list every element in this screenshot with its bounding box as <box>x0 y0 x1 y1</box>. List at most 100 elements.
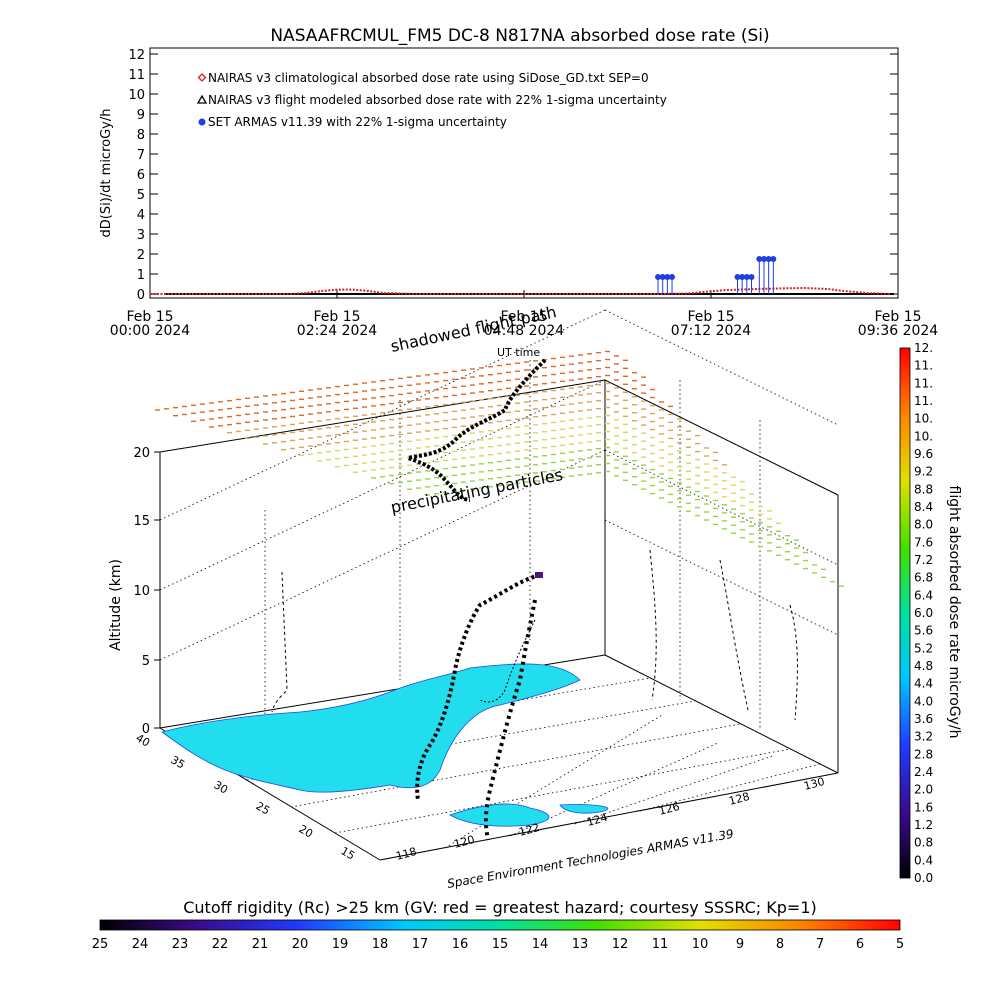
altitude-3d-view: 0 5 10 15 20 Altitude (km) 40 35 30 25 2… <box>108 302 844 891</box>
dose-tick-label: 4.4 <box>914 677 933 691</box>
rigidity-tick-label: 24 <box>132 937 149 952</box>
rigidity-tick-label: 14 <box>532 937 549 952</box>
dose-colorbar: 0.0 0.4 0.8 1.2 1.6 2.0 2.4 2.8 3.2 3.6 4.0 4.4 4.8 5… <box>899 341 962 885</box>
y-tick-label: 12 <box>128 48 145 63</box>
rigidity-tick-label: 13 <box>572 937 589 952</box>
rigidity-tick-label: 8 <box>776 937 784 952</box>
dose-dash-row <box>389 454 808 554</box>
z-tick: 20 <box>133 446 160 461</box>
dose-tick-label: 6.0 <box>914 606 933 620</box>
z-tick-label: 15 <box>133 514 150 529</box>
rigidity-tick-label: 19 <box>332 937 349 952</box>
rigidity-tick-label: 9 <box>736 937 744 952</box>
rigidity-tick-label: 12 <box>612 937 629 952</box>
dose-tick-label: 7.6 <box>914 535 933 549</box>
chart-title: NASAAFRCMUL_FM5 DC-8 N817NA absorbed dos… <box>270 26 769 46</box>
plot-series <box>150 256 894 295</box>
latitude-axis: 40 35 30 25 20 15 <box>134 731 358 862</box>
lon-tick-label: 126 <box>657 800 681 818</box>
rigidity-tick-label: 17 <box>412 937 429 952</box>
dose-dash-row <box>191 366 655 423</box>
rigidity-colorbar-fill <box>99 919 901 931</box>
dose-tick-label: 5.6 <box>914 624 933 638</box>
right-wall-shadow <box>649 549 798 721</box>
flight-descent <box>415 573 541 801</box>
dose-dash-row <box>299 414 745 483</box>
z-tick-label: 10 <box>133 584 150 599</box>
y-tick-label: 4 <box>137 208 145 223</box>
dose-tick-label: 6.4 <box>914 588 933 602</box>
annotation-precipitating-particles: precipitating particles <box>389 465 564 517</box>
longitude-axis: 118 120 122 124 126 128 130 <box>394 775 826 863</box>
dose-tick-label: 8.8 <box>914 482 933 496</box>
lon-tick-label: 130 <box>802 775 826 793</box>
legend: NAIRAS v3 climatological absorbed dose r… <box>196 71 667 129</box>
altitude-axis: 0 5 10 15 20 Altitude (km) <box>108 446 160 737</box>
dose-dash-row <box>407 462 826 571</box>
dose-tick-label: 9.2 <box>914 465 933 479</box>
left-wall-shadow <box>271 571 288 713</box>
z-tick: 10 <box>133 584 160 599</box>
lat-tick-label: 40 <box>134 731 153 749</box>
y-tick-label: 6 <box>137 168 145 183</box>
y-tick-label: 8 <box>137 128 145 143</box>
dose-dash-row <box>281 406 727 466</box>
lat-tick-label: 25 <box>254 799 273 817</box>
armas-point <box>739 274 746 294</box>
dose-colorbar-ticks: 0.0 0.4 0.8 1.2 1.6 2.0 2.4 2.8 3.2 3.6 4.0 4.4 4.8 5… <box>914 341 933 885</box>
dose-tick-label: 1.6 <box>914 800 933 814</box>
y-tick: 10 <box>128 88 898 103</box>
dose-tick-label: 3.2 <box>914 730 933 744</box>
y-tick-label: 1 <box>137 268 145 283</box>
dose-dash-row <box>335 430 772 512</box>
dose-tick-label: 3.6 <box>914 712 933 726</box>
armas-point <box>765 256 772 294</box>
dose-dash-row <box>173 358 646 417</box>
legend-item-armas: SET ARMAS v11.39 with 22% 1-sigma uncert… <box>198 115 507 129</box>
lon-tick-label: 118 <box>394 845 418 863</box>
dose-tick-label: 2.4 <box>914 765 933 779</box>
dose-tick-label: 9.6 <box>914 447 933 461</box>
dose-tick-label: 11. <box>914 376 933 390</box>
floor-grid <box>202 677 821 849</box>
dose-tick-label: 0.4 <box>914 853 933 867</box>
dose-dash-row <box>155 350 628 411</box>
y-axis-label: dD(Si)/dt microGy/h <box>99 109 114 238</box>
armas-point <box>756 256 763 294</box>
legend-item-flight-modeled: NAIRAS v3 flight modeled absorbed dose r… <box>196 93 667 107</box>
rigidity-tick-label: 21 <box>252 937 269 952</box>
x-tick-label-date: Feb 15 <box>126 309 173 325</box>
y-tick: 2 <box>137 248 898 263</box>
plot-frame <box>149 47 899 299</box>
dose-tick-label: 1.2 <box>914 818 933 832</box>
x-tick-label-time: 02:24 2024 <box>297 323 378 339</box>
flight-descent-2 <box>483 599 537 841</box>
dose-tick-label: 0.0 <box>914 871 933 885</box>
flight-shadow <box>479 619 536 703</box>
dose-dash-row <box>227 382 682 434</box>
y-tick: 9 <box>137 108 898 123</box>
lat-tick-label: 35 <box>169 753 188 771</box>
armas-point <box>655 274 662 294</box>
dose-tick-label: 4.8 <box>914 659 933 673</box>
diamond-marker-icon <box>197 73 207 82</box>
dose-dash-row <box>209 374 673 428</box>
dose-colorbar-label: flight absorbed dose rate microGy/h <box>946 486 962 739</box>
circle-marker-icon <box>198 118 206 126</box>
series-climatological <box>150 286 891 295</box>
x-tick-label-date: Feb 15 <box>874 309 921 325</box>
armas-point <box>743 274 750 294</box>
axis-frame <box>159 379 839 861</box>
rigidity-colorbar-ticks: 25 24 23 22 21 20 19 18 17 16 15 14 13 12 11 10 9 8 7 6 5 <box>92 937 904 952</box>
lat-tick-label: 30 <box>212 778 231 796</box>
dose-tick-label: 8.4 <box>914 500 933 514</box>
coastline-map <box>161 663 609 827</box>
y-tick: 5 <box>137 188 898 203</box>
dose-tick-label: 7.2 <box>914 553 933 567</box>
flight-track <box>400 358 547 502</box>
lon-tick-label: 122 <box>517 821 541 839</box>
